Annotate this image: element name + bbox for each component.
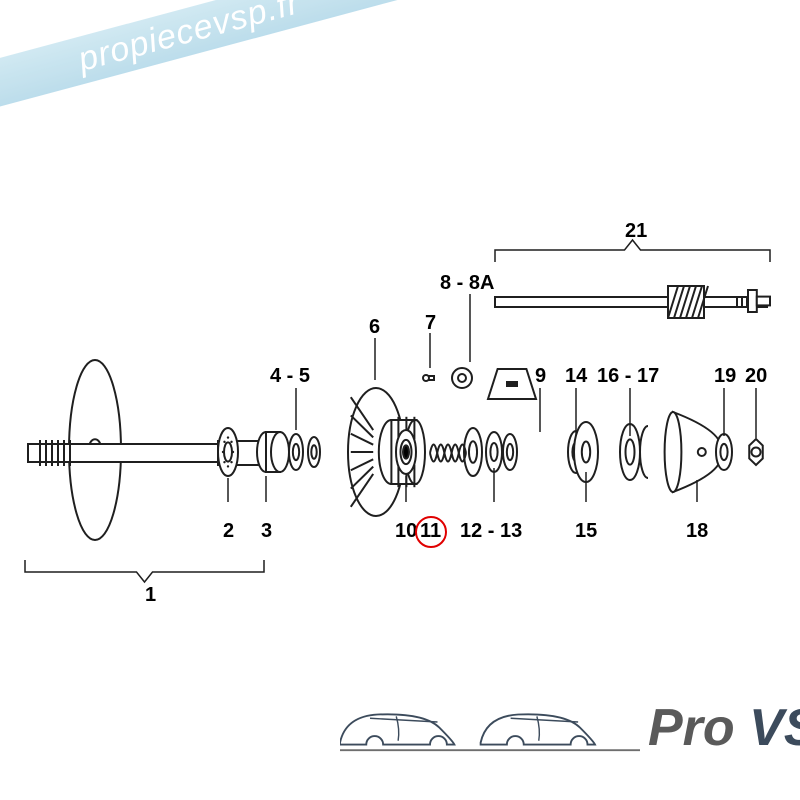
provsp-logo: Pro VSP [340, 682, 800, 762]
diagram-canvas: 1234 - 5678 - 8A9101112 - 13141516 - 171… [0, 0, 800, 800]
part-label-18: 18 [686, 520, 708, 543]
part-label-7: 7 [425, 312, 436, 335]
part-label-19: 19 [714, 365, 736, 388]
logo-cars-svg [340, 682, 640, 762]
part-label-21: 21 [625, 220, 647, 243]
highlighted-part-circle [415, 516, 447, 548]
part-label-2: 2 [223, 520, 234, 543]
part-label-1: 1 [145, 584, 156, 607]
logo-text-vsp: VSP [749, 699, 800, 757]
exploded-diagram-svg [0, 0, 800, 800]
part-label-8: 8 - 8A [440, 272, 494, 295]
part-label-10: 10 [395, 520, 417, 543]
part-label-3: 3 [261, 520, 272, 543]
part-label-15: 15 [575, 520, 597, 543]
part-label-14: 14 [565, 365, 587, 388]
logo-text: Pro VSP [648, 698, 800, 758]
part-label-20: 20 [745, 365, 767, 388]
part-label-9: 9 [535, 365, 546, 388]
logo-text-pro: Pro [648, 699, 735, 757]
part-label-45: 4 - 5 [270, 365, 310, 388]
part-label-6: 6 [369, 316, 380, 339]
part-label-12: 12 - 13 [460, 520, 522, 543]
part-label-1617: 16 - 17 [597, 365, 659, 388]
